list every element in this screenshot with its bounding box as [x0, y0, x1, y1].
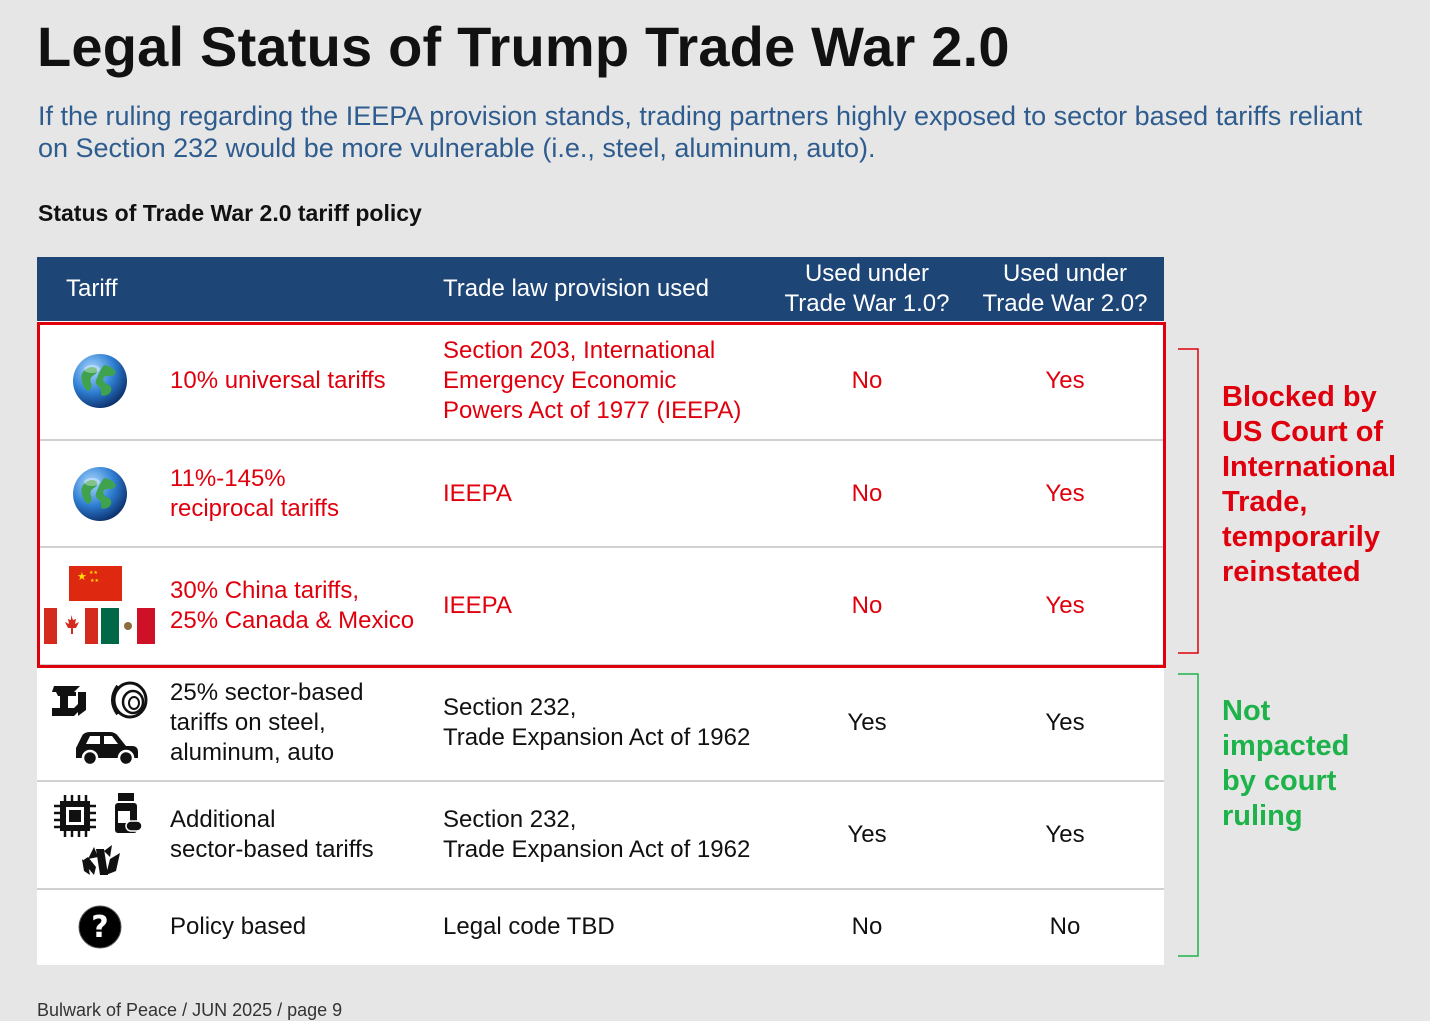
svg-text:★: ★ — [77, 570, 87, 583]
cell-tariff: 11%-145% reciprocal tariffs — [170, 440, 430, 547]
cell-tariff: 10% universal tariffs — [170, 321, 430, 440]
cell-tariff: 25% sector-based tariffs on steel, aluminu… — [170, 665, 430, 781]
svg-text:?: ? — [91, 910, 108, 945]
row-divider — [37, 888, 1164, 890]
tariff-status-table: Tariff Trade law provision used Used und… — [37, 257, 1164, 965]
header-tw2: Used under Trade War 2.0? — [970, 259, 1160, 319]
header-tariff: Tariff — [66, 275, 118, 302]
annotation-line: impacted — [1222, 730, 1350, 762]
row-divider — [37, 780, 1164, 782]
annotation-line: ruling — [1222, 800, 1303, 832]
header-tw1: Used under Trade War 1.0? — [772, 259, 962, 319]
cell-tw1: No — [851, 479, 883, 507]
annotation-line: Trade, — [1222, 486, 1308, 518]
cell-provision-line: Section 203, International — [443, 336, 716, 364]
cell-provision-line: Trade Expansion Act of 1962 — [443, 724, 751, 751]
cell-tariff-line: 30% China tariffs, — [170, 577, 359, 604]
cell-tw2: No — [1049, 913, 1081, 940]
globe-icon — [70, 351, 130, 416]
cell-tw2: Yes — [1045, 709, 1085, 736]
table-row: ★ ★★ ★★ 30% China tariffs, 25% Canada & M… — [37, 547, 1164, 665]
cell-tw1: No — [851, 366, 883, 394]
header-tw2-line1: Used under — [1002, 260, 1128, 287]
cell-tariff-line: aluminum, auto — [170, 739, 335, 766]
cell-tw2: Yes — [1045, 366, 1085, 394]
cell-provision-line: Emergency Economic — [443, 366, 677, 394]
row-divider — [37, 439, 1164, 441]
cell-tariff-line: 25% Canada & Mexico — [170, 607, 415, 634]
cell-tw1: Yes — [847, 709, 887, 736]
page-title: Legal Status of Trump Trade War 2.0 — [37, 15, 1010, 78]
cell-tariff-line: Policy based — [170, 913, 307, 940]
table-header: Tariff Trade law provision used Used und… — [37, 257, 1164, 321]
cell-tariff-line: 25% sector-based — [170, 679, 364, 706]
cell-provision-line: Trade Expansion Act of 1962 — [443, 836, 751, 863]
cell-tw2: Yes — [1045, 592, 1085, 619]
cell-tariff: 30% China tariffs, 25% Canada & Mexico — [170, 547, 430, 665]
annotation-line: temporarily — [1222, 521, 1380, 553]
cell-provision: Section 203, International Emergency Econ… — [443, 321, 773, 440]
annotation-line: Blocked by — [1222, 381, 1377, 413]
cell-provision-line: Section 232, — [443, 694, 577, 721]
cell-tw2: Yes — [1045, 479, 1085, 507]
table-row: ? Policy based Legal code TBD No No — [37, 889, 1164, 965]
chip-pharma-lumber-icon — [50, 793, 150, 882]
svg-text:★★: ★★ — [90, 578, 99, 584]
cell-provision-line: Section 232, — [443, 806, 577, 833]
annotation-line: Not — [1222, 695, 1271, 727]
cell-tariff-line: reciprocal tariffs — [170, 494, 339, 522]
not-impacted-annotation: Not impacted by court ruling — [1222, 694, 1349, 834]
cell-tw1: No — [851, 592, 883, 619]
cell-tariff: Additional sector-based tariffs — [170, 781, 430, 889]
table-row: 11%-145% reciprocal tariffs IEEPA No Yes — [37, 440, 1164, 547]
blocked-annotation: Blocked by US Court of International Trade,… — [1222, 380, 1396, 590]
page-subtitle: If the ruling regarding the IEEPA provis… — [38, 101, 1363, 163]
table-row: Additional sector-based tariffs Section 23… — [37, 781, 1164, 889]
row-divider — [37, 546, 1164, 548]
globe-icon — [70, 464, 130, 529]
not-impacted-bracket — [1178, 673, 1199, 957]
cell-provision-line: IEEPA — [443, 592, 512, 619]
annotation-line: US Court of — [1222, 416, 1384, 448]
question-icon: ? — [76, 903, 124, 956]
cell-provision-line: Legal code TBD — [443, 913, 615, 940]
cell-tariff-line: 10% universal tariffs — [170, 366, 386, 394]
cell-provision: IEEPA — [443, 547, 773, 665]
header-provision: Trade law provision used — [443, 275, 709, 302]
steel-aluminum-car-icon — [50, 678, 150, 773]
cell-tw1: No — [851, 913, 883, 940]
header-tw1-line1: Used under — [804, 260, 930, 287]
cell-provision: Section 232, Trade Expansion Act of 1962 — [443, 665, 773, 781]
svg-text:★★: ★★ — [89, 570, 98, 576]
cell-tariff-line: Additional — [170, 806, 276, 833]
cell-tw1: Yes — [847, 821, 887, 848]
cell-provision: IEEPA — [443, 440, 773, 547]
cell-tariff-line: tariffs on steel, — [170, 709, 326, 736]
cell-provision: Legal code TBD — [443, 889, 773, 965]
cell-tariff-line: sector-based tariffs — [170, 836, 374, 863]
header-tw1-line2: Trade War 1.0? — [784, 290, 950, 317]
cell-provision: Section 232, Trade Expansion Act of 1962 — [443, 781, 773, 889]
cell-tariff-line: 11%-145% — [170, 464, 286, 492]
cell-tw2: Yes — [1045, 821, 1085, 848]
blocked-bracket — [1178, 348, 1199, 654]
flags-icon: ★ ★★ ★★ — [44, 566, 156, 651]
header-tw2-line2: Trade War 2.0? — [982, 290, 1148, 317]
annotation-line: reinstated — [1222, 556, 1361, 588]
annotation-line: International — [1222, 451, 1397, 483]
annotation-line: by court — [1222, 765, 1337, 797]
cell-provision-line: Powers Act of 1977 (IEEPA) — [443, 396, 742, 424]
table-caption: Status of Trade War 2.0 tariff policy — [38, 200, 422, 226]
cell-provision-line: IEEPA — [443, 479, 512, 507]
blocked-highlight-box — [37, 322, 1166, 668]
table-row: 10% universal tariffs Section 203, Intern… — [37, 321, 1164, 440]
table-row: 25% sector-based tariffs on steel, aluminu… — [37, 665, 1164, 781]
cell-tariff: Policy based — [170, 889, 430, 965]
